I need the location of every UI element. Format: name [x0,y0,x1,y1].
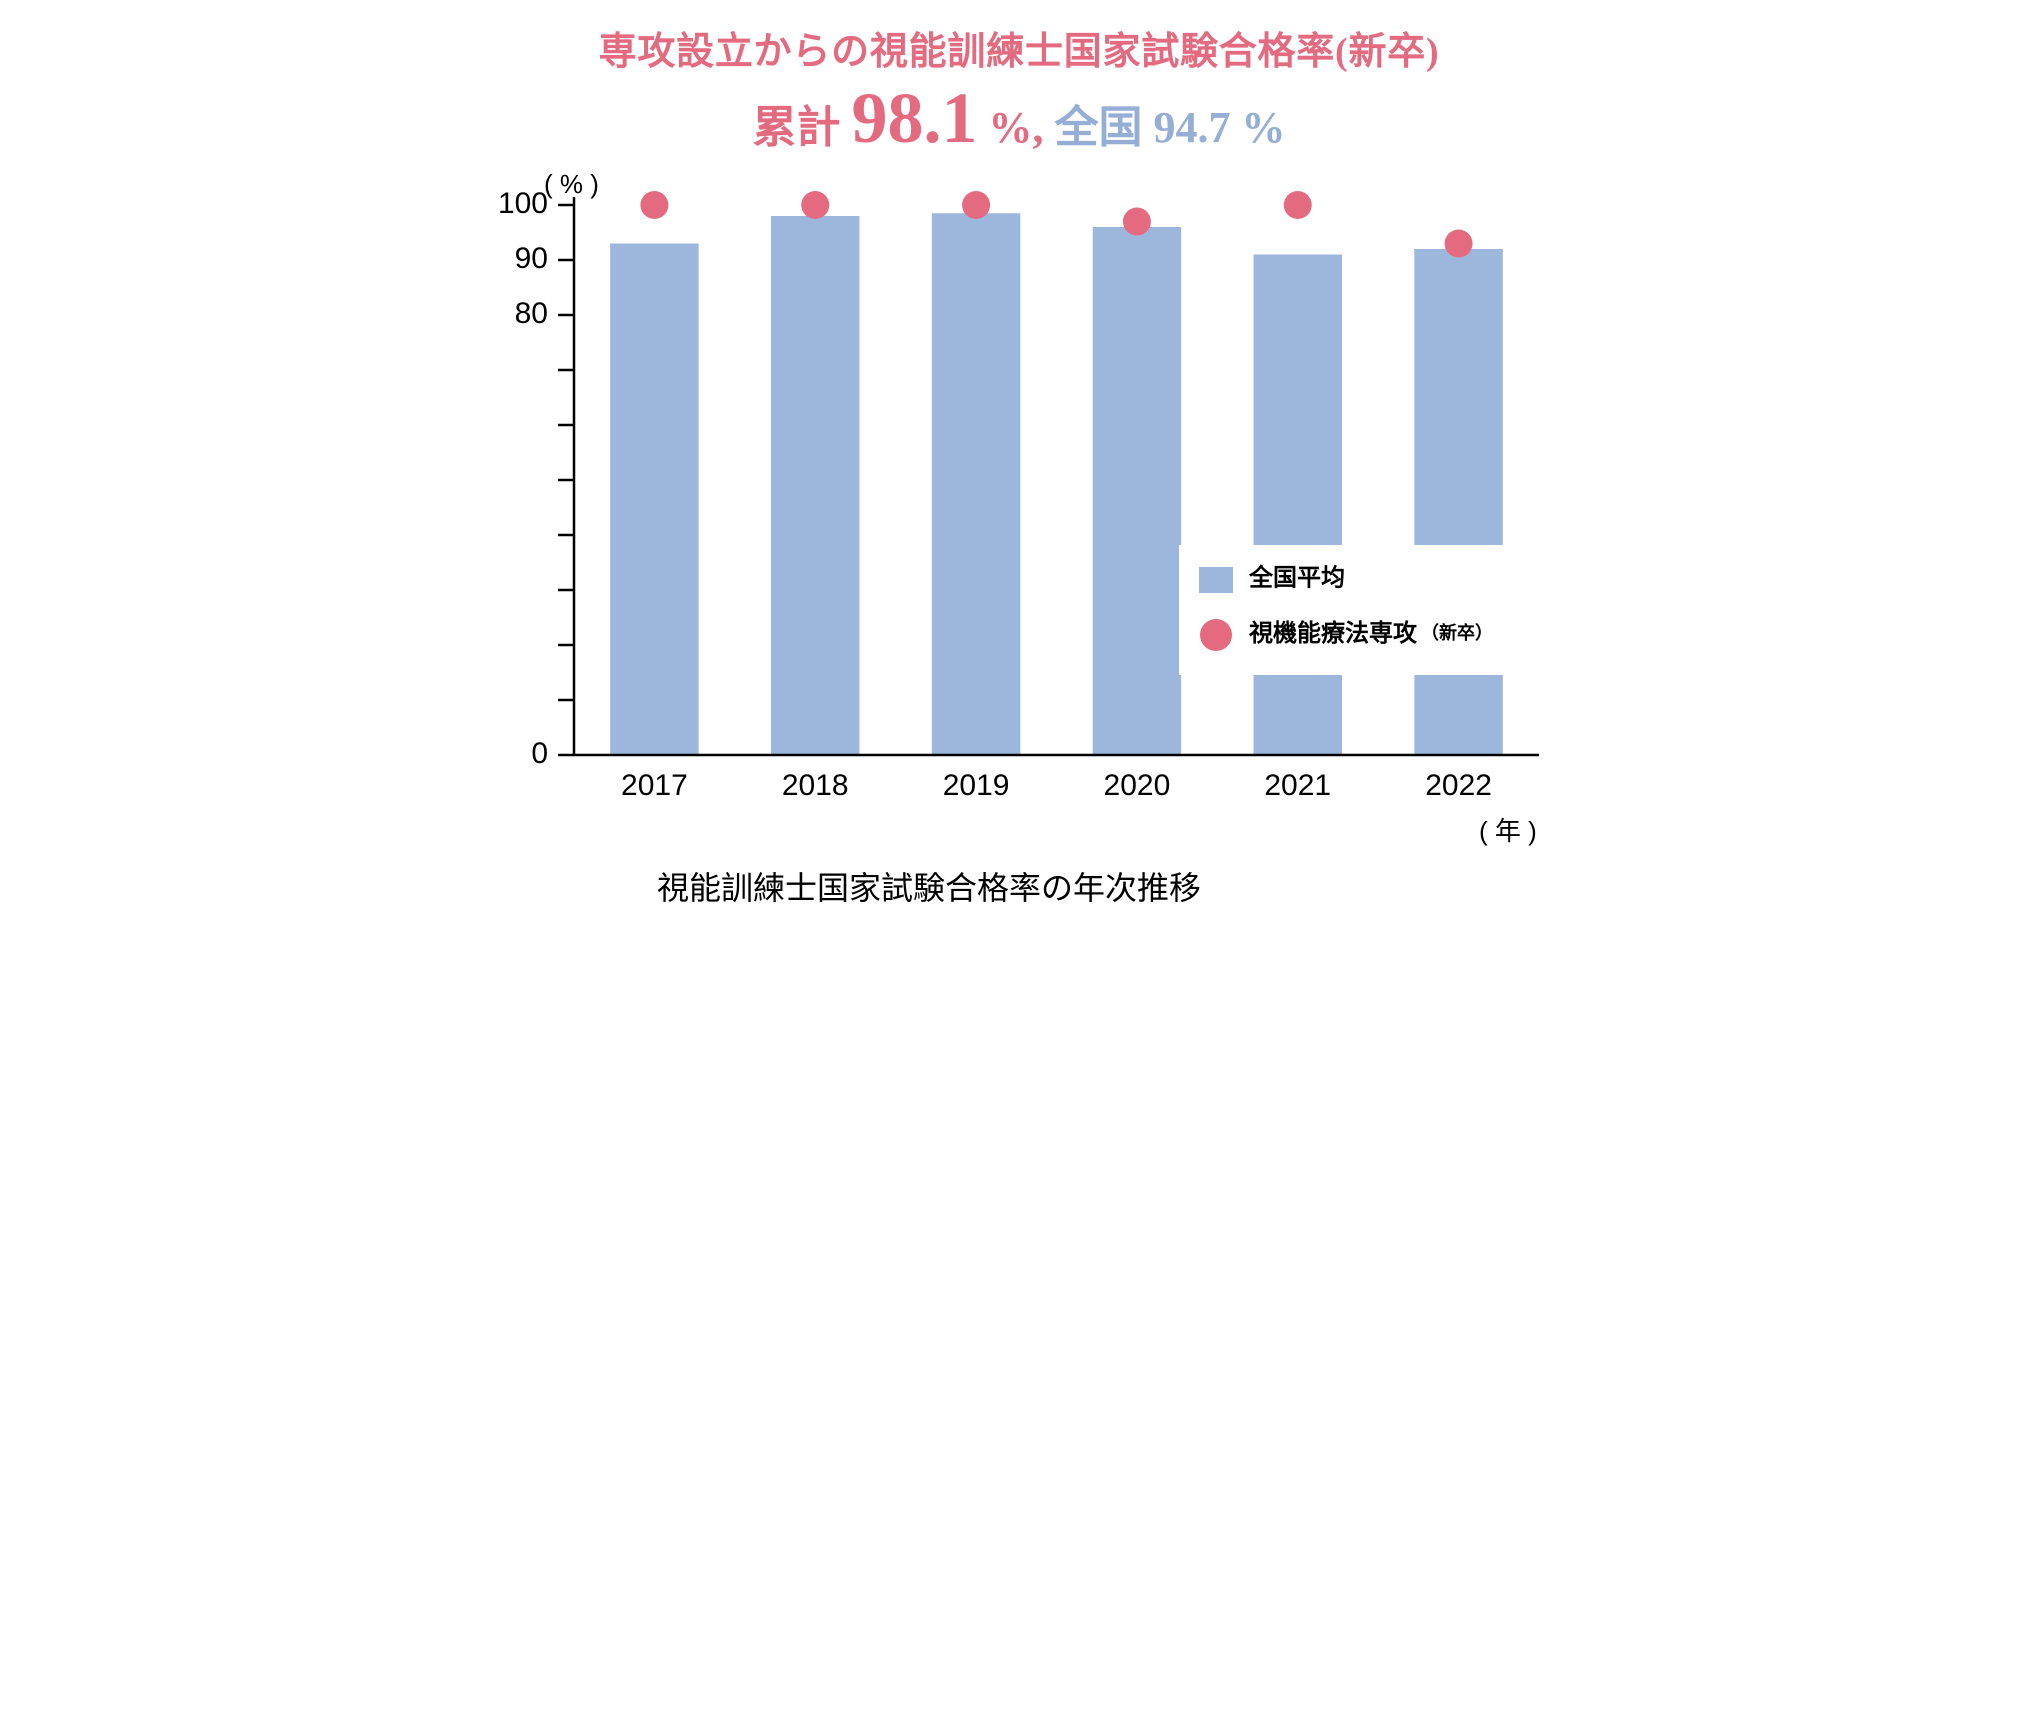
cumulative-value: 98.1 [852,78,978,158]
x-category-label: 2018 [782,769,849,802]
data-dot [801,191,829,219]
legend-swatch-bar [1199,567,1233,593]
legend-swatch-dot [1200,619,1232,651]
x-category-label: 2020 [1104,769,1171,802]
bar [932,213,1020,755]
national-label: 全国 94.7 % [1044,103,1286,152]
data-dot [1284,191,1312,219]
bar [1254,254,1342,755]
legend-box [1179,545,1509,675]
x-category-label: 2017 [621,769,688,802]
chart-area: ( % ) 08090100201720182019202020212022全国… [479,175,1559,909]
data-dot [640,191,668,219]
x-category-label: 2021 [1264,769,1331,802]
bar [1414,249,1502,755]
cumulative-pct: %, [978,103,1044,152]
legend-label-dept: 視機能療法専攻（新卒） [1248,618,1493,646]
chart-svg: 0 80 90 100 2017 2018 2019 2020 2021 2022 全国平均視機能療… [479,175,1559,815]
data-dot [962,191,990,219]
y-axis-unit: ( % ) [544,169,599,200]
x-category-label: 2019 [943,769,1010,802]
y-tick-label: 0 [531,737,548,770]
legend-label-national: 全国平均 [1248,563,1345,591]
y-tick-label: 90 [515,242,548,275]
y-tick-label: 100 [498,187,548,220]
chart-title-line2: 累計 98.1 %, 全国 94.7 % [419,81,1619,157]
cumulative-label: 累計 [753,103,852,152]
bar [610,243,698,755]
data-dot [1445,229,1473,257]
bar [771,216,859,755]
bar [1093,227,1181,755]
x-category-label: 2022 [1425,769,1492,802]
y-tick-label: 80 [515,297,548,330]
chart-title-line1: 専攻設立からの視能訓練士国家試験合格率(新卒) [419,20,1619,75]
x-axis-caption: 視能訓練士国家試験合格率の年次推移 [479,863,1559,909]
data-dot [1123,207,1151,235]
x-axis-unit: ( 年 ) [1479,811,1537,848]
